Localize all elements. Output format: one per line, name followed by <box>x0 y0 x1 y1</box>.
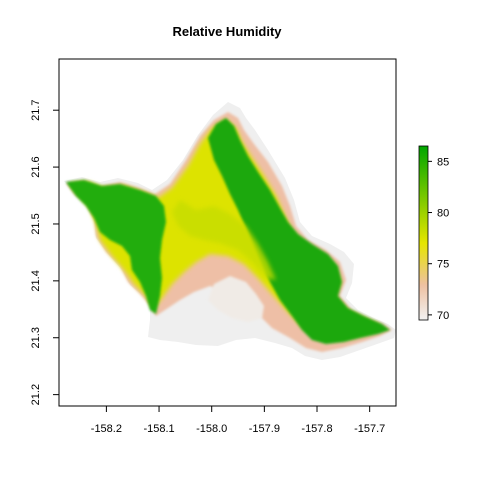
colorbar-tick-label: 85 <box>437 156 449 168</box>
humidity-zone-wet-waianae <box>66 180 166 314</box>
map-title: Relative Humidity <box>172 24 282 39</box>
y-tick-label: 21.3 <box>30 327 42 348</box>
humidity-zone-fringe <box>172 200 276 280</box>
colorbar-gradient <box>418 145 429 321</box>
plot-frame <box>58 58 397 407</box>
y-axis: 21.2 21.3 21.4 21.5 21.6 21.7 <box>30 99 59 405</box>
y-tick-label: 21.5 <box>30 213 42 234</box>
x-tick-label: -157.8 <box>301 423 332 435</box>
x-tick-label: -157.9 <box>249 423 280 435</box>
y-tick-label: 21.2 <box>30 384 42 405</box>
y-tick-label: 21.7 <box>30 99 42 120</box>
x-tick-label: -158.1 <box>143 423 174 435</box>
colorbar-tick-label: 80 <box>437 208 449 220</box>
humidity-zone-wet-koolau <box>208 118 390 344</box>
colorbar-axis: 70 75 80 85 <box>428 156 449 322</box>
island-humidity-raster <box>64 102 396 360</box>
y-tick-label: 21.6 <box>30 156 42 177</box>
x-tick-label: -158.0 <box>196 423 227 435</box>
y-tick-label: 21.4 <box>30 270 42 291</box>
colorbar-tick-label: 70 <box>437 310 449 322</box>
humidity-zone-dry-interior <box>208 276 264 322</box>
colorbar-tick-label: 75 <box>437 259 449 271</box>
x-axis: -158.2 -158.1 -158.0 -157.9 -157.8 -157.7 <box>91 406 385 435</box>
x-tick-label: -158.2 <box>91 423 122 435</box>
x-tick-label: -157.7 <box>354 423 385 435</box>
